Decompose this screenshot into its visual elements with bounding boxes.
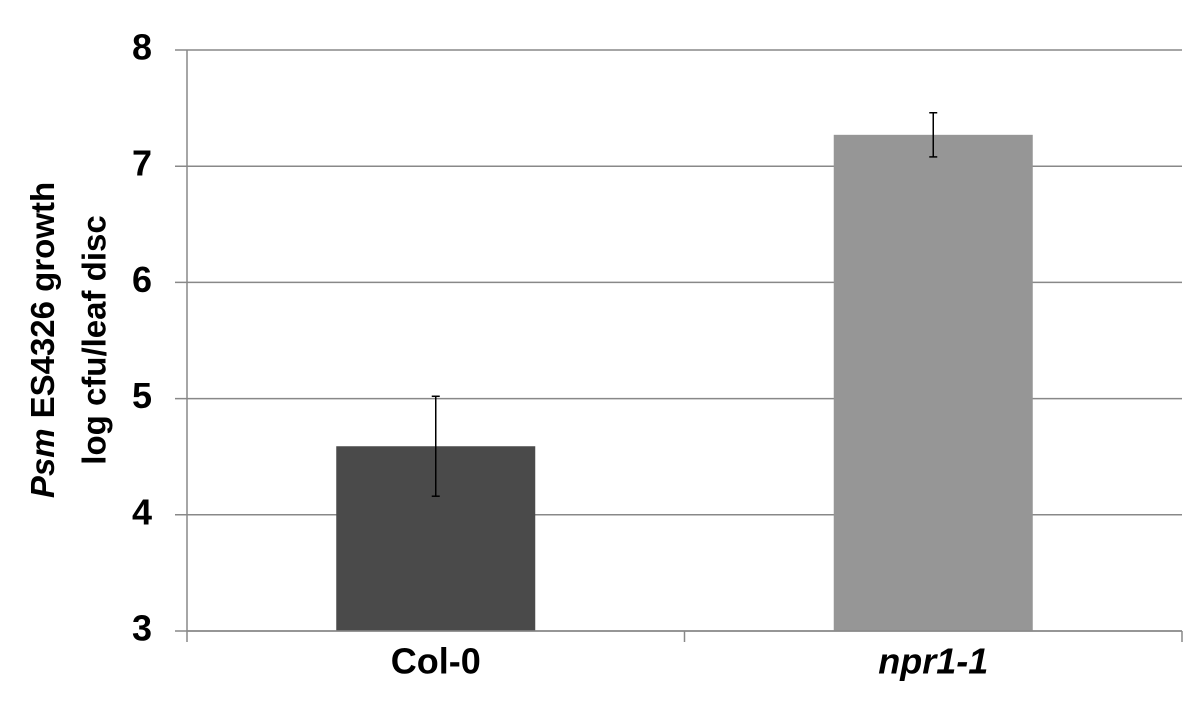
y-tick-label: 8 bbox=[132, 27, 152, 68]
x-tick-label: npr1-1 bbox=[878, 641, 988, 682]
y-axis-label: log cfu/leaf disc bbox=[76, 215, 113, 464]
y-tick-label: 6 bbox=[132, 259, 152, 300]
y-axis-label-rest: ES4326 growth bbox=[24, 182, 61, 419]
y-tick-label: 7 bbox=[132, 143, 152, 184]
y-tick-label: 4 bbox=[132, 491, 152, 532]
error-bar bbox=[929, 111, 938, 158]
y-tick-label: 3 bbox=[132, 608, 152, 649]
y-tick-label: 5 bbox=[132, 375, 152, 416]
y-axis-label: Psm ES4326 growth bbox=[24, 182, 61, 498]
error-bar bbox=[431, 395, 440, 497]
bar bbox=[833, 134, 1033, 632]
x-tick-label: Col-0 bbox=[391, 641, 481, 682]
y-axis-label-italic: Psm bbox=[24, 428, 61, 498]
